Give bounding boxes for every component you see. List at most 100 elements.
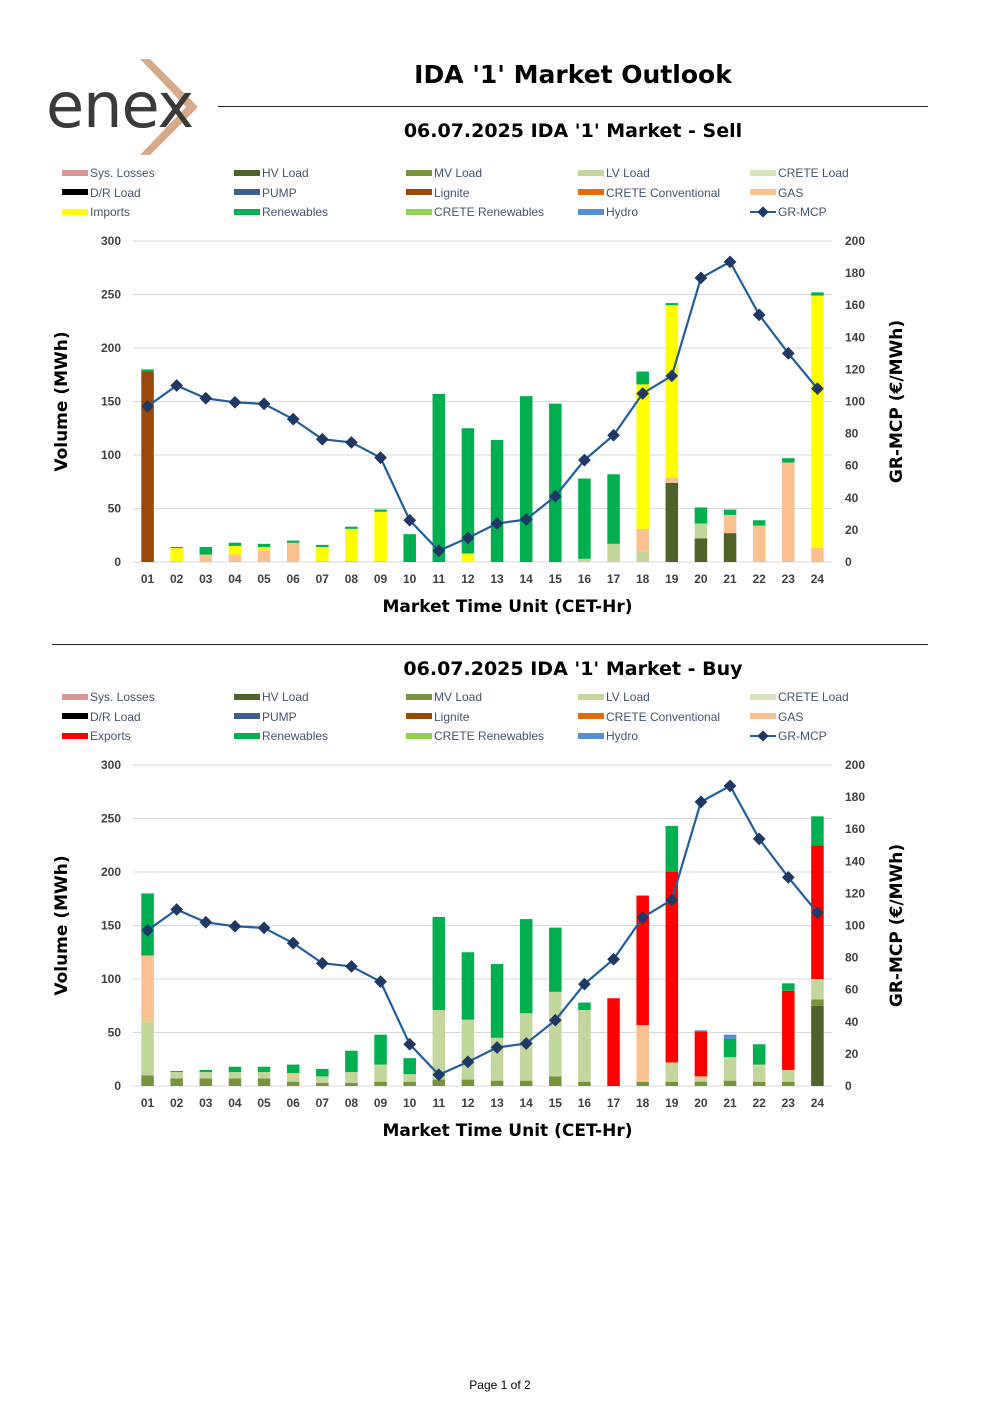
buy-bar-renewables <box>286 1064 300 1074</box>
legend-swatch <box>406 693 432 700</box>
x-tick-label: 02 <box>170 572 184 586</box>
buy-bar-lv-load <box>782 1069 795 1082</box>
sell-mcp-point <box>315 432 329 446</box>
legend-swatch <box>62 208 88 215</box>
section-divider <box>52 644 928 645</box>
sell-legend-item: MV Load <box>406 166 482 180</box>
sell-bar-renewables <box>694 507 708 524</box>
sell-bar-renewables <box>636 371 649 385</box>
buy-legend-item: MV Load <box>406 690 482 704</box>
buy-legend-item: CRETE Conventional <box>578 710 720 724</box>
legend-label: HV Load <box>262 166 309 180</box>
legend-label: Lignite <box>434 185 470 200</box>
sell-legend-item: HV Load <box>234 166 309 180</box>
buy-bar-renewables <box>228 1066 242 1073</box>
sell-bar-gas <box>345 560 358 562</box>
legend-swatch <box>750 169 776 176</box>
x-tick-label: 19 <box>665 1096 679 1110</box>
x-tick-label: 16 <box>578 1096 592 1110</box>
legend-swatch <box>406 169 432 176</box>
y-tick-label: 150 <box>101 919 121 933</box>
buy-bar-lv-load <box>170 1072 183 1079</box>
legend-label: Sys. Losses <box>90 690 155 704</box>
y2-tick-label: 80 <box>845 951 859 965</box>
buy-bar-mv-load <box>636 1081 649 1086</box>
legend-swatch <box>578 693 604 700</box>
buy-bar-renewables <box>490 964 504 1038</box>
sell-legend-item: Hydro <box>578 205 638 219</box>
legend-label: GAS <box>778 185 804 200</box>
sell-bar-gas <box>636 528 649 552</box>
sell-bar-gas <box>228 554 242 562</box>
sell-bar-gas <box>286 542 300 562</box>
sell-bar-renewables <box>403 534 416 562</box>
buy-mcp-point <box>257 921 271 935</box>
buy-legend-item: CRETE Load <box>750 690 849 704</box>
legend-label: CRETE Load <box>778 690 849 704</box>
x-tick-label: 21 <box>723 1096 737 1110</box>
sell-bar-renewables <box>345 526 358 529</box>
sell-bar-gas <box>811 548 824 562</box>
x-tick-label: 04 <box>228 572 242 586</box>
page-title: IDA '1' Market Outlook <box>414 60 732 89</box>
y2-tick-label: 20 <box>845 1047 859 1061</box>
page-number: Page 1 of 2 <box>469 1378 531 1392</box>
x-tick-label: 12 <box>461 1096 475 1110</box>
x-tick-label: 19 <box>665 572 679 586</box>
legend-label: GAS <box>778 709 804 724</box>
legend-swatch <box>234 693 260 700</box>
legend-swatch <box>578 732 604 739</box>
buy-mcp-point <box>199 915 213 929</box>
buy-legend-item: CRETE Renewables <box>406 729 544 743</box>
legend-label: Lignite <box>434 709 470 724</box>
y-tick-label: 0 <box>114 1079 121 1093</box>
legend-label: D/R Load <box>90 185 141 200</box>
buy-bar-renewables <box>432 916 446 1011</box>
y-axis-title: Volume (MWh) <box>52 855 72 995</box>
buy-bar-mv-load <box>490 1080 504 1086</box>
x-tick-label: 15 <box>549 572 563 586</box>
buy-bar-renewables <box>199 1069 213 1073</box>
y-tick-label: 300 <box>101 234 121 248</box>
buy-legend-item: PUMP <box>234 710 297 724</box>
buy-bar-hydro <box>694 1030 708 1032</box>
buy-bar-mv-load <box>752 1081 766 1086</box>
x-tick-label: 20 <box>694 1096 708 1110</box>
x-tick-label: 22 <box>753 572 767 586</box>
legend-swatch <box>578 169 604 176</box>
x-tick-label: 23 <box>782 1096 796 1110</box>
buy-mcp-point <box>286 936 300 950</box>
sell-mcp-point <box>345 436 358 449</box>
buy-bar-gas <box>286 1073 300 1077</box>
x-tick-label: 05 <box>257 572 271 586</box>
legend-label: LV Load <box>606 690 650 704</box>
buy-bar-hydro <box>723 1034 737 1039</box>
sell-bar-hv-load <box>665 482 679 562</box>
sell-mcp-point <box>170 379 184 392</box>
x-tick-label: 13 <box>490 1096 504 1110</box>
x-tick-label: 01 <box>141 1096 155 1110</box>
x-tick-label: 09 <box>374 1096 388 1110</box>
buy-bar-mv-load <box>286 1081 300 1086</box>
x-tick-label: 21 <box>723 572 737 586</box>
buy-bar-renewables <box>374 1034 387 1065</box>
buy-bar-lv-load <box>257 1072 271 1079</box>
y2-tick-label: 0 <box>845 1079 852 1093</box>
sell-bar-renewables <box>228 542 242 546</box>
buy-mcp-point <box>228 919 242 933</box>
sell-bar-renewables <box>723 509 737 515</box>
buy-bar-mv-load <box>782 1081 795 1086</box>
sell-legend: Sys. Losses HV Load MV Load LV Load CRETE Lo… <box>62 166 922 226</box>
sell-bar-renewables <box>432 394 446 562</box>
sell-legend-item: CRETE Conventional <box>578 186 720 200</box>
buy-bar-mv-load <box>170 1078 183 1086</box>
y-tick-label: 150 <box>101 395 121 409</box>
buy-bar-renewables <box>549 927 562 992</box>
sell-bar-gas <box>782 462 795 562</box>
legend-swatch <box>406 189 432 196</box>
legend-swatch <box>234 713 260 720</box>
x-tick-label: 08 <box>345 1096 359 1110</box>
sell-bar-renewables <box>141 369 154 372</box>
x-tick-label: 17 <box>607 1096 621 1110</box>
y-tick-label: 200 <box>101 865 121 879</box>
